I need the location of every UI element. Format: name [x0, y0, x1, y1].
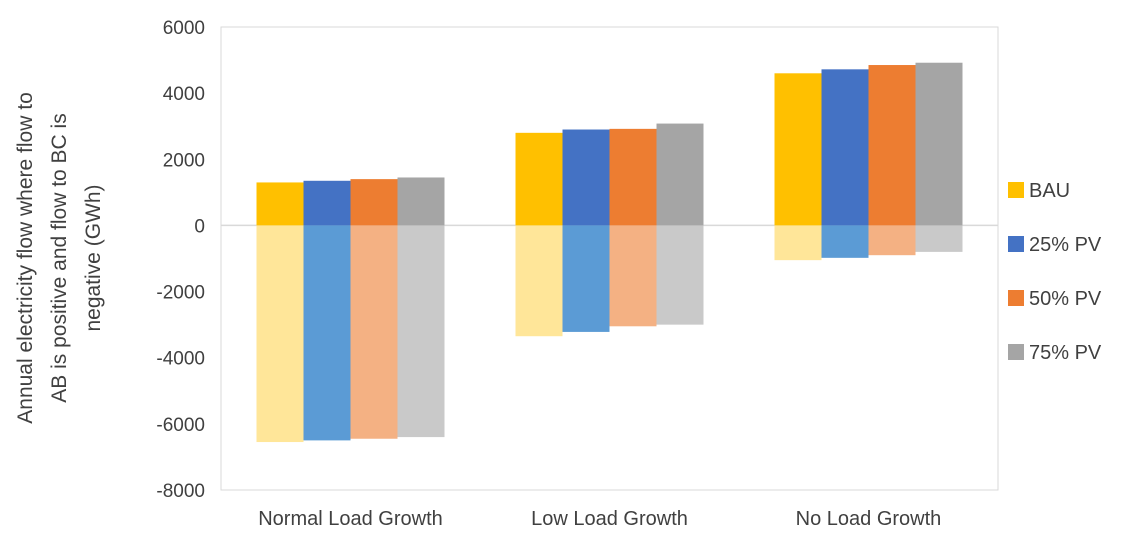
bars	[256, 62, 963, 443]
plot-area-border	[220, 26, 999, 491]
x-axis-categories: Normal Load Growth Low Load Growth No Load…	[258, 508, 941, 530]
bar-negative	[303, 225, 351, 441]
legend-label: 25% PV	[1029, 234, 1102, 256]
y-tick-label: 6000	[163, 18, 205, 39]
legend-swatch	[1008, 236, 1024, 252]
y-axis-label-line-1: Annual electricity flow where flow to	[14, 92, 37, 423]
bar-positive	[562, 129, 610, 226]
y-tick-label: -4000	[156, 349, 205, 370]
legend-swatch	[1008, 344, 1024, 360]
bar-positive	[515, 132, 563, 226]
legend: BAU 25% PV 50% PV 75% PV	[1008, 180, 1102, 364]
bar-positive	[397, 177, 445, 226]
legend-label: 75% PV	[1029, 342, 1102, 364]
bar-positive	[656, 123, 704, 226]
y-tick-label: -2000	[156, 283, 205, 304]
legend-label: BAU	[1029, 180, 1070, 202]
y-tick-label: -6000	[156, 415, 205, 436]
y-tick-label: 0	[194, 216, 205, 237]
bar-positive	[915, 62, 963, 226]
bar-positive	[774, 73, 822, 226]
y-tick-label: -8000	[156, 481, 205, 502]
y-axis-label-line-3: negative (GWh)	[82, 184, 105, 331]
bar-positive	[303, 180, 351, 226]
bar-positive	[256, 182, 304, 226]
bar-negative	[915, 225, 963, 252]
bar-negative	[656, 225, 704, 325]
bar-positive	[868, 65, 916, 226]
legend-swatch	[1008, 182, 1024, 198]
bar-negative	[609, 225, 657, 327]
y-axis-label-line-2: AB is positive and flow to BC is	[48, 113, 71, 402]
bar-negative	[256, 225, 304, 443]
x-category-label: Low Load Growth	[531, 508, 688, 530]
legend-label: 50% PV	[1029, 288, 1102, 310]
bar-positive	[350, 179, 398, 226]
legend-swatch	[1008, 290, 1024, 306]
bar-positive	[609, 128, 657, 226]
y-axis-label: Annual electricity flow where flow to AB…	[14, 92, 105, 423]
bar-negative	[515, 225, 563, 337]
y-tick-label: 4000	[163, 84, 205, 105]
y-axis-ticks: 6000 4000 2000 0 -2000 -4000 -6000 -8000	[156, 18, 205, 502]
x-category-label: Normal Load Growth	[258, 508, 443, 530]
bar-negative	[868, 225, 916, 256]
x-category-label: No Load Growth	[796, 508, 942, 530]
bar-negative	[397, 225, 445, 438]
bar-negative	[821, 225, 869, 258]
y-tick-label: 2000	[163, 150, 205, 171]
bar-negative	[562, 225, 610, 332]
bar-positive	[821, 69, 869, 226]
bar-negative	[350, 225, 398, 439]
bar-negative	[774, 225, 822, 261]
